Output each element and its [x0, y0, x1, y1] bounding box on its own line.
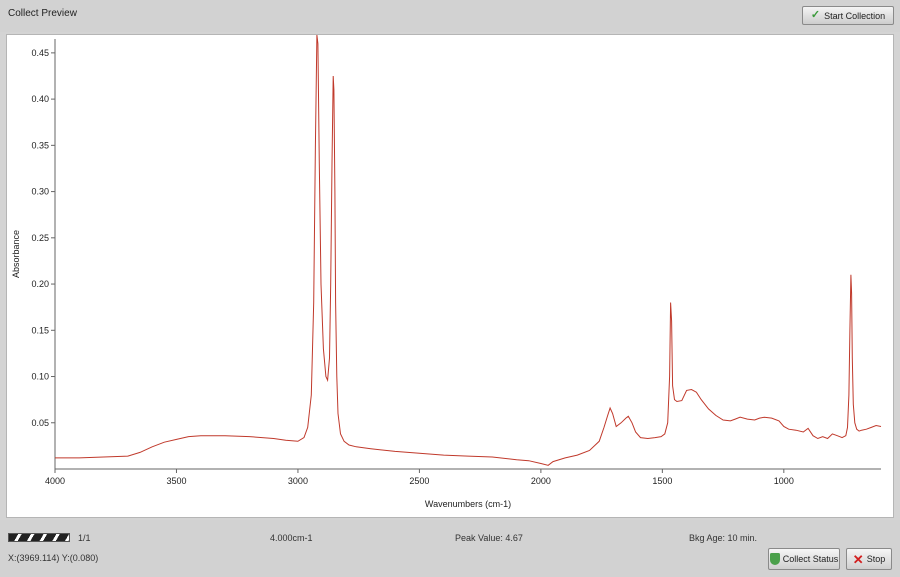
x-tick-label: 3500: [166, 476, 186, 486]
spectrum-trace: [55, 35, 882, 466]
shield-icon: [769, 553, 780, 565]
background-age: Bkg Age: 10 min.: [689, 533, 758, 543]
collect-status-label: Collect Status: [782, 554, 839, 564]
y-tick-label: 0.30: [31, 187, 49, 197]
collect-status-button[interactable]: Collect Status: [768, 548, 840, 570]
spectrum-chart: 0.05 0.10 0.15 0.20 0.25 0.30 0.35 0.40 0.45 4000…: [11, 35, 882, 509]
x-tick-label: 3000: [288, 476, 308, 486]
y-tick-label: 0.40: [31, 94, 49, 104]
x-tick-label: 2000: [531, 476, 551, 486]
y-tick-label: 0.45: [31, 48, 49, 58]
y-tick-label: 0.05: [31, 418, 49, 428]
progress-bar: [8, 533, 70, 542]
scan-count: 1/1: [78, 533, 91, 543]
y-tick-label: 0.15: [31, 325, 49, 335]
x-icon: ✕: [852, 551, 864, 567]
x-tick-label: 2500: [409, 476, 429, 486]
stop-label: Stop: [866, 554, 886, 564]
y-tick-label: 0.20: [31, 279, 49, 289]
progress-fill: [9, 534, 69, 541]
start-collection-label: Start Collection: [824, 10, 886, 21]
y-tick-label: 0.25: [31, 233, 49, 243]
x-tick-label: 1000: [774, 476, 794, 486]
y-tick-label: 0.35: [31, 140, 49, 150]
status-bar: [0, 520, 900, 577]
spectrum-plot[interactable]: 0.05 0.10 0.15 0.20 0.25 0.30 0.35 0.40 0.45 4000…: [6, 34, 894, 518]
y-axis-label: Absorbance: [11, 230, 21, 278]
peak-value: Peak Value: 4.67: [455, 533, 523, 543]
cursor-coordinates: X:(3969.114) Y:(0.080): [8, 553, 99, 563]
stop-button[interactable]: ✕ Stop: [846, 548, 892, 570]
x-tick-label: 1500: [652, 476, 672, 486]
title-bar: Collect Preview ✓ Start Collection: [0, 0, 900, 32]
resolution-value: 4.000cm-1: [270, 533, 313, 543]
window-title: Collect Preview: [8, 8, 77, 19]
y-tick-label: 0.10: [31, 372, 49, 382]
start-collection-button[interactable]: ✓ Start Collection: [802, 6, 894, 25]
x-tick-label: 4000: [45, 476, 65, 486]
check-icon: ✓: [810, 9, 821, 21]
x-axis-label: Wavenumbers (cm-1): [425, 499, 511, 509]
